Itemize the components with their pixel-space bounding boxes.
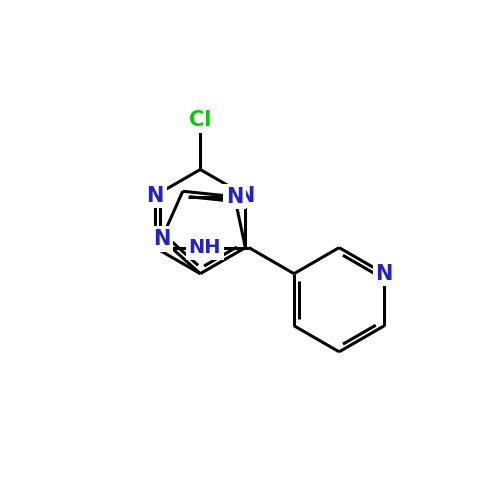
Text: N: N (153, 229, 170, 249)
Text: N: N (376, 264, 393, 283)
Text: Cl: Cl (189, 110, 212, 130)
Text: NH: NH (188, 238, 221, 257)
Text: N: N (236, 186, 254, 206)
Text: N: N (226, 186, 243, 206)
Text: N: N (146, 186, 164, 206)
